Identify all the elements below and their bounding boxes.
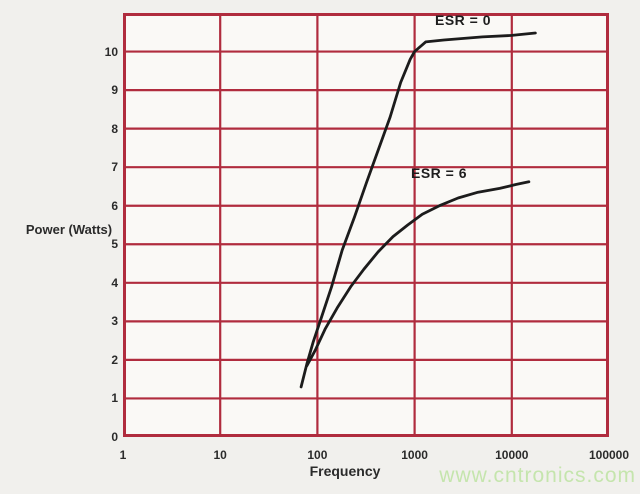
y-tick-label: 5 (111, 237, 118, 252)
x-tick-label: 100 (307, 448, 328, 462)
curve-esr-0 (299, 31, 537, 389)
x-tick-label: 1000 (401, 448, 428, 462)
watermark: www.cntronics.com (439, 464, 636, 487)
plot-frame: ESR = 0 ESR = 6 (123, 12, 609, 437)
y-tick-label: 10 (104, 44, 118, 59)
curve-esr-6 (305, 180, 531, 368)
y-axis-title: Power (Watts) (25, 222, 113, 237)
series-label-esr-6: ESR = 6 (411, 165, 468, 181)
x-axis-title: Frequency (309, 463, 381, 479)
y-tick-label: 1 (111, 391, 118, 406)
x-tick-label: 10 (213, 448, 227, 462)
series-label-esr-0: ESR = 0 (435, 12, 492, 28)
y-tick-label: 2 (111, 352, 118, 367)
y-tick-label: 8 (111, 121, 118, 136)
y-tick-label: 3 (111, 314, 118, 329)
y-tick-label: 0 (111, 430, 118, 444)
y-tick-label: 6 (111, 198, 118, 213)
x-tick-label: 100000 (588, 448, 630, 462)
y-tick-label: 7 (111, 160, 118, 175)
x-tick-label: 10000 (495, 448, 529, 462)
x-tick-label: 1 (119, 448, 127, 462)
y-tick-label: 9 (111, 83, 118, 98)
plot-area (123, 13, 609, 437)
y-tick-label: 4 (111, 275, 118, 290)
plot-border (123, 13, 609, 437)
